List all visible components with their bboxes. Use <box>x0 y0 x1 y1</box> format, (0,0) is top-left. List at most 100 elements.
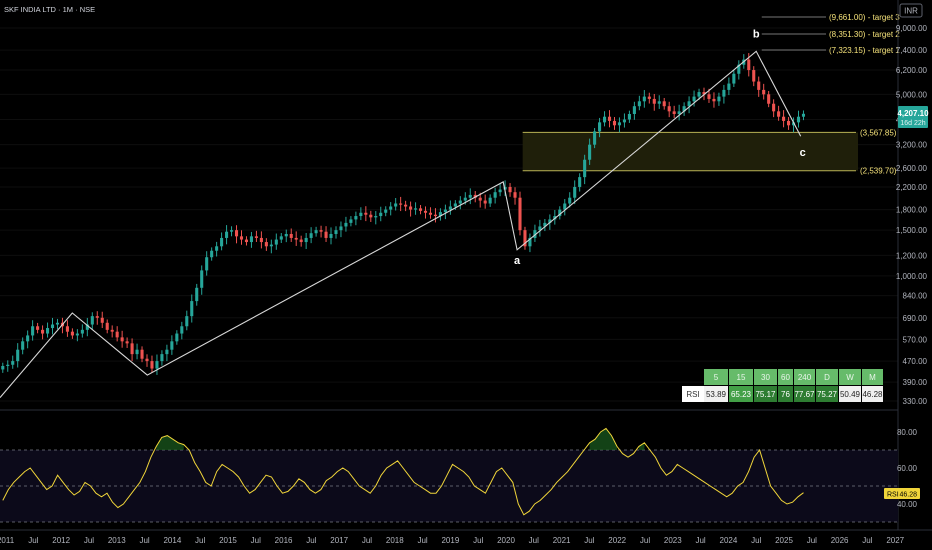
price-tick-label: 2,600.00 <box>896 164 928 173</box>
candle-body <box>468 194 472 198</box>
candle-body <box>6 364 10 367</box>
rsi-table-header-60: 60 <box>781 373 790 382</box>
rsi-table-value: 76 <box>781 390 790 399</box>
target-label: (9,661.00) - target 3 <box>829 13 900 22</box>
time-tick-label: 2015 <box>219 536 237 545</box>
time-tick-label: Jul <box>195 536 205 545</box>
candle-body <box>801 113 806 117</box>
candle-body <box>647 96 651 99</box>
rsi-badge-value: 46.28 <box>899 492 917 499</box>
candle-body <box>707 94 711 99</box>
price-tick-label: 2,200.00 <box>896 183 928 192</box>
candle-body <box>418 208 423 211</box>
rsi-table-header-cell <box>794 369 815 385</box>
candle-body <box>593 131 597 145</box>
candle-body <box>404 204 408 207</box>
rsi-tick-label: 40.00 <box>897 500 918 509</box>
rsi-multi-timeframe-table: RSI 5 53.89 15 65.23 30 75.17 60 76 240 77.67 D 75.2… <box>682 369 883 402</box>
candle-body <box>787 120 791 126</box>
candle-body <box>339 226 343 231</box>
candle-body <box>448 206 452 210</box>
candle-body <box>583 159 587 178</box>
time-tick-label: 2024 <box>720 536 738 545</box>
candle-body <box>528 237 532 247</box>
price-tick-label: 9,000.00 <box>896 24 928 33</box>
price-tick-label: 1,500.00 <box>896 226 928 235</box>
time-tick-label: Jul <box>139 536 149 545</box>
candle-body <box>503 186 507 190</box>
candle-body <box>329 233 333 238</box>
candle-body <box>234 230 239 237</box>
candle-body <box>772 103 776 112</box>
candle-body <box>299 239 303 243</box>
rsi-table-value: 65.23 <box>731 390 752 399</box>
candle-body <box>423 210 428 213</box>
rsi-line <box>2 427 804 516</box>
currency-badge[interactable] <box>899 3 923 18</box>
candle-body <box>538 226 542 231</box>
candle-body <box>364 212 368 215</box>
rsi-axis: 80.00 60.00 40.00 <box>897 428 918 509</box>
wave-label-c: c <box>800 147 806 159</box>
time-tick-label: Jul <box>251 536 261 545</box>
candle-body <box>543 222 547 227</box>
time-tick-label: Jul <box>306 536 316 545</box>
rsi-table-value: 46.28 <box>862 390 883 399</box>
candle-body <box>463 197 467 201</box>
candle-body <box>1 366 5 370</box>
candle-body <box>140 349 144 359</box>
support-zone: (3,567.85) (2,539.70) <box>522 128 897 176</box>
candle-body <box>702 92 706 95</box>
candle-body <box>369 214 373 218</box>
candle-body <box>45 328 50 334</box>
candle-body <box>732 73 736 84</box>
candle-body <box>175 333 179 342</box>
rsi-tick-label: 60.00 <box>897 464 918 473</box>
candle-body <box>294 237 298 240</box>
time-axis[interactable]: 2011 Jul 2012 Jul 2013 Jul 2014 Jul 2015 Jul 2016 J… <box>0 536 905 545</box>
candle-body <box>443 209 447 213</box>
price-tick-label: 690.00 <box>903 314 928 323</box>
candle-body <box>314 230 318 234</box>
candle-body <box>662 101 666 107</box>
candle-body <box>697 92 701 97</box>
rsi-table-value-cell <box>794 386 815 402</box>
wave-label-a: a <box>514 255 521 267</box>
time-tick-label: Jul <box>862 536 872 545</box>
time-tick-label: 2016 <box>275 536 293 545</box>
time-tick-label: Jul <box>417 536 427 545</box>
candle-body <box>607 116 612 121</box>
candle-body <box>578 177 582 187</box>
time-tick-label: 2019 <box>441 536 459 545</box>
candle-body <box>115 331 119 338</box>
candle-body <box>617 122 622 126</box>
candle-body <box>553 216 557 220</box>
candle-body <box>438 212 442 217</box>
candle-body <box>354 216 358 220</box>
rsi-badge-label: RSI <box>887 492 899 499</box>
candle-body <box>523 230 527 247</box>
rsi-overbought-fill <box>156 435 184 450</box>
candle-body <box>622 119 626 123</box>
time-tick-label: 2020 <box>497 536 515 545</box>
candle-body <box>558 209 562 217</box>
time-tick-label: 2012 <box>52 536 70 545</box>
candle-body <box>100 317 104 323</box>
rsi-table-header-D: D <box>824 373 830 382</box>
candle-body <box>11 361 15 365</box>
zone-fill <box>522 132 858 171</box>
candle-body <box>568 197 572 204</box>
candle-body <box>210 250 214 258</box>
candle-body <box>349 219 353 223</box>
candle-body <box>642 96 646 102</box>
price-axis[interactable]: 9,000.007,400.006,200.005,000.004,000.00… <box>896 24 928 406</box>
candle-body <box>374 216 378 218</box>
rsi-table-row-label: RSI <box>686 390 699 399</box>
candle-body <box>274 239 278 245</box>
candle-body <box>677 111 681 114</box>
rsi-table-header-30: 30 <box>761 373 770 382</box>
candle-body <box>220 237 224 247</box>
candle-body <box>762 89 766 95</box>
candle-body <box>637 101 641 107</box>
